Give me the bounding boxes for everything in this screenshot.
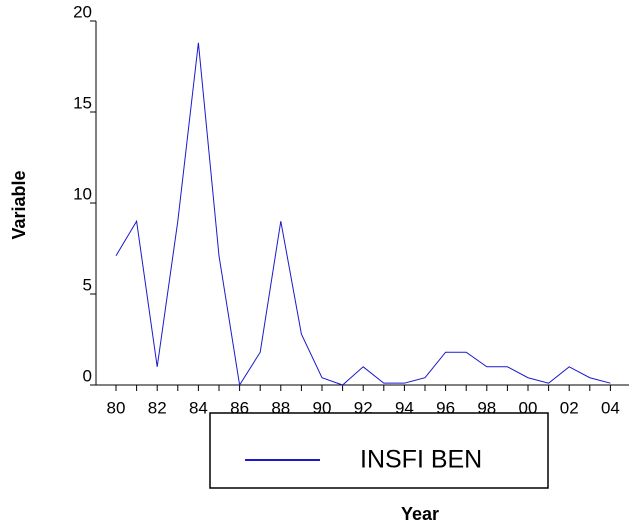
- x-tick-label: 84: [189, 398, 208, 417]
- x-tick-label: 92: [354, 398, 373, 417]
- x-tick-label: 82: [148, 398, 167, 417]
- x-tick-label: 02: [560, 398, 579, 417]
- y-tick-label: 0: [83, 366, 92, 385]
- y-axis-label: Variable: [9, 170, 29, 239]
- y-tick-label: 15: [73, 93, 92, 112]
- x-tick-label: 86: [230, 398, 249, 417]
- series-line: [115, 42, 611, 387]
- x-tick-label: 94: [395, 398, 414, 417]
- x-tick-label: 96: [436, 398, 455, 417]
- y-tick-label: 5: [83, 275, 92, 294]
- x-axis-label: Year: [401, 504, 439, 524]
- x-tick-label: 00: [519, 398, 538, 417]
- y-tick-label: 10: [73, 184, 92, 203]
- x-tick-label: 90: [313, 398, 332, 417]
- legend-label: INSFI BEN: [360, 446, 482, 474]
- x-tick-label: 04: [601, 398, 620, 417]
- x-tick-label: 88: [271, 398, 290, 417]
- x-tick-label: 98: [477, 398, 496, 417]
- y-tick-label: 20: [73, 2, 92, 21]
- legend-box: [209, 412, 549, 489]
- x-tick-label: 80: [107, 398, 126, 417]
